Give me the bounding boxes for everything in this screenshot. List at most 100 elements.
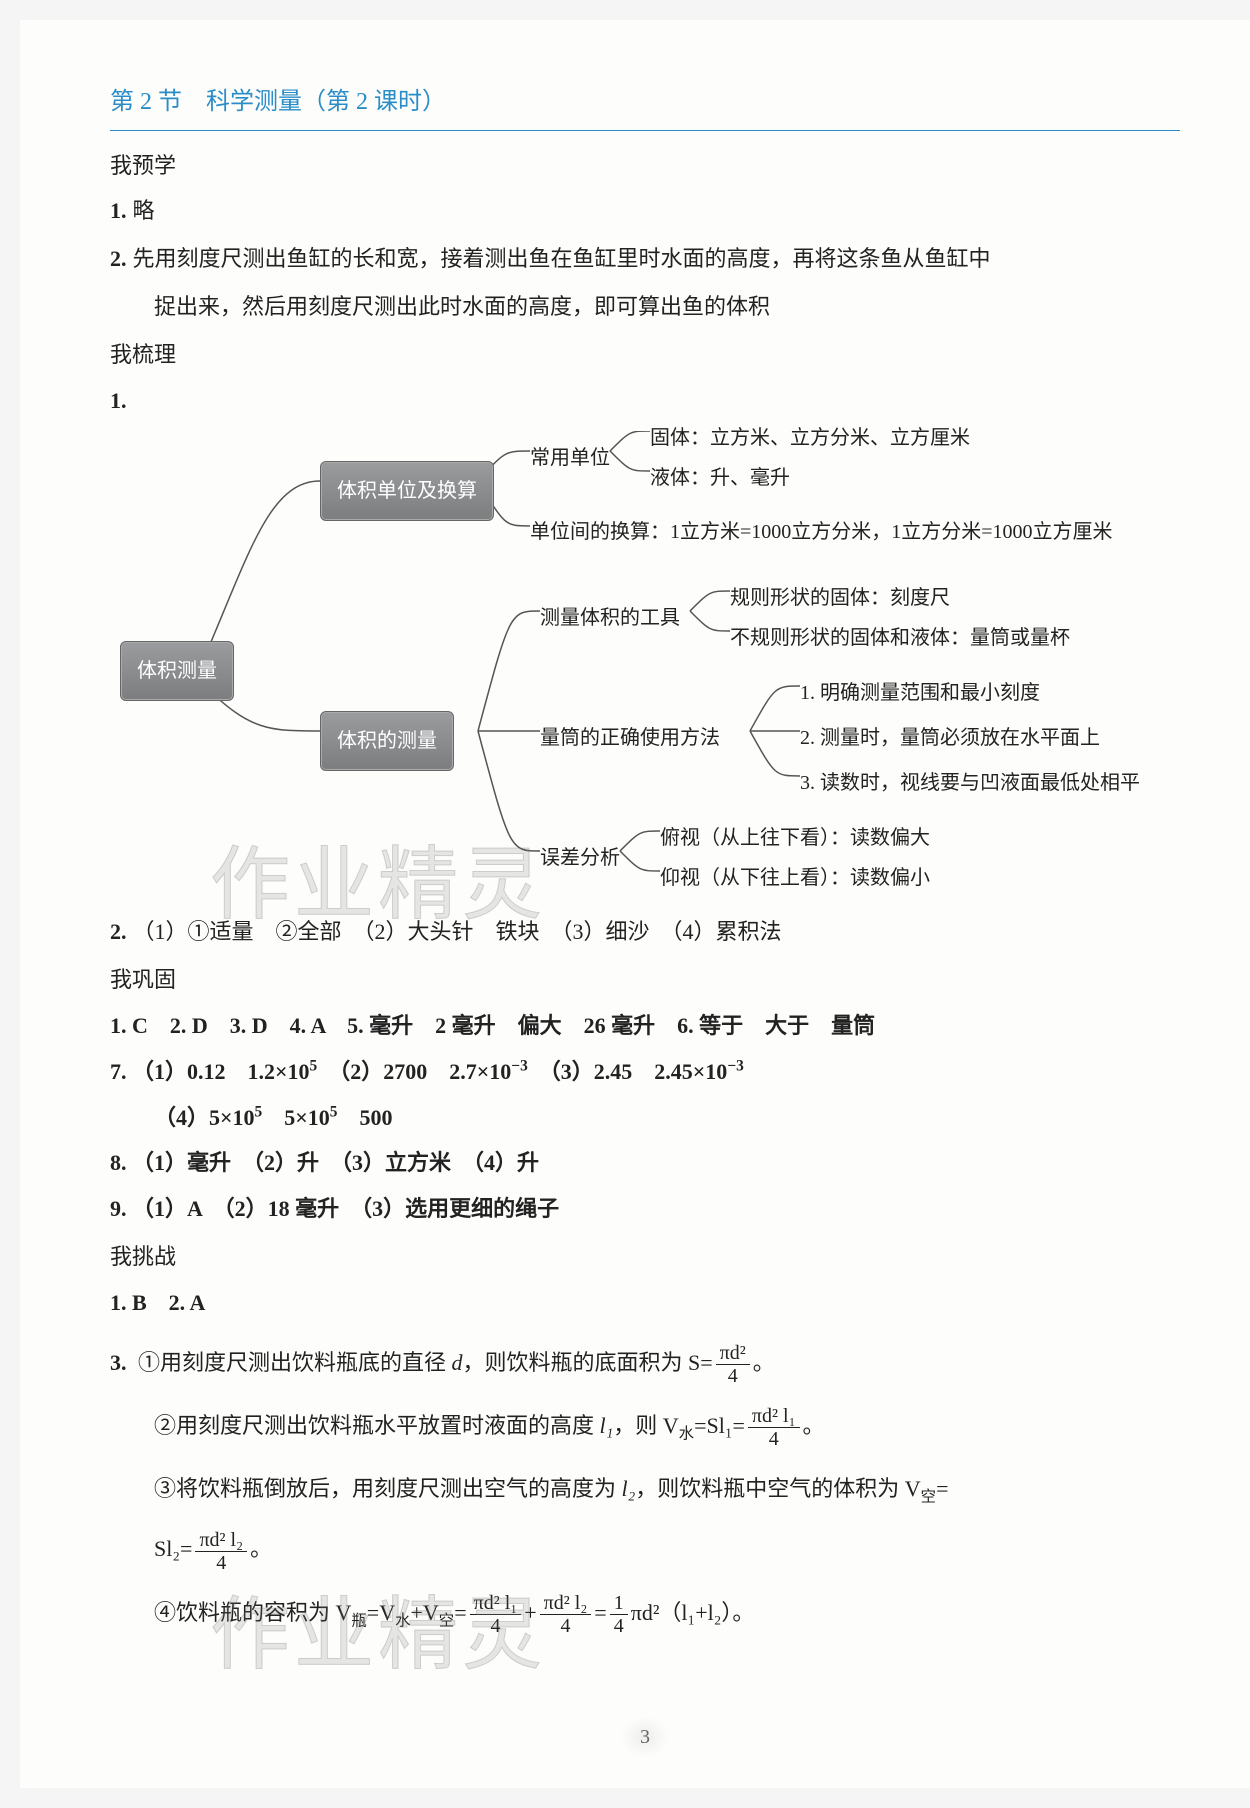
- s4-sub3: 空: [439, 1612, 454, 1629]
- concept-diagram: 体积测量 体积单位及换算 体积的测量 常用单位 固体：立方米、立方分米、立方厘米…: [110, 431, 1180, 901]
- s4-f1-bot: 4: [470, 1615, 522, 1637]
- s4-f3-bot: 4: [610, 1615, 628, 1637]
- q2-line1: 先用刻度尺测出鱼缸的长和宽，接着测出鱼在鱼缸里时水面的高度，再将这条鱼从鱼缸中: [133, 246, 991, 271]
- c7-4-c: 500: [338, 1105, 393, 1130]
- leaf-method: 量筒的正确使用方法: [540, 719, 720, 757]
- s3-mid: ，则饮料瓶中空气的体积为 V: [635, 1476, 920, 1501]
- s3b-pre: Sl₂=: [154, 1536, 192, 1561]
- challenge-heading: 我挑战: [110, 1236, 1180, 1278]
- s4-tail: πd²（l₁+l₂）。: [631, 1600, 755, 1625]
- consolidate-heading: 我巩固: [110, 959, 1180, 1001]
- prestudy-heading: 我预学: [110, 145, 1180, 187]
- q1-number: 1.: [110, 198, 127, 223]
- s4-eq2: =: [594, 1600, 606, 1625]
- leaf-method-3: 3. 读数时，视线要与凹液面最低处相平: [800, 764, 1140, 802]
- s2-frac-top: πd² l₁: [748, 1405, 800, 1428]
- consolidate-line4: 8. （1）毫升 （2）升 （3）立方米 （4）升: [110, 1142, 1180, 1184]
- q1-text: 略: [133, 198, 155, 223]
- s3b-frac-top: πd² l₂: [195, 1529, 247, 1552]
- organize-q1-num: 1.: [110, 388, 127, 413]
- s3b-frac-bot: 4: [195, 1552, 247, 1574]
- s2-mid: ，则 V: [613, 1413, 678, 1438]
- consolidate-line5: 9. （1）A （2）18 毫升 （3）选用更细的绳子: [110, 1188, 1180, 1230]
- organize-q2-num: 2.: [110, 919, 127, 944]
- organize-q2-text: （1）①适量 ②全部 （2）大头针 铁块 （3）细沙 （4）累积法: [133, 919, 782, 944]
- s3-eq: =: [936, 1476, 948, 1501]
- c7-part-b: （2）2700 2.7×10: [317, 1059, 511, 1084]
- s4-f3: 14: [610, 1592, 628, 1637]
- s4-mid1: =V: [367, 1600, 395, 1625]
- leaf-common-unit: 常用单位: [530, 439, 610, 477]
- c7-4-b: 5×10: [262, 1105, 330, 1130]
- diagram-root-node: 体积测量: [120, 641, 234, 701]
- challenge-q3-step1: 3. ①用刻度尺测出饮料瓶底的直径 d，则饮料瓶的底面积为 S=πd²4。: [110, 1342, 1180, 1387]
- s4-f2: πd² l₂4: [540, 1592, 592, 1637]
- s1-frac-top: πd²: [716, 1342, 750, 1365]
- leaf-error-bottom: 仰视（从下往上看）：读数偏小: [660, 859, 930, 897]
- s4-f1-top: πd² l₁: [470, 1592, 522, 1615]
- c7-4-sup-b: 5: [330, 1103, 338, 1120]
- challenge-q3-step3b: Sl₂=πd² l₂4。: [110, 1528, 1180, 1573]
- s2-sub: 水: [679, 1425, 694, 1442]
- leaf-tools: 测量体积的工具: [540, 599, 680, 637]
- s4-plus: +: [524, 1600, 536, 1625]
- leaf-solid-units: 固体：立方米、立方分米、立方厘米: [650, 419, 970, 457]
- c7-part-a: 7. （1）0.12 1.2×10: [110, 1059, 310, 1084]
- s2-l1: l₁: [600, 1413, 614, 1438]
- section-title: 第 2 节 科学测量（第 2 课时）: [110, 80, 1180, 131]
- leaf-tool-regular: 规则形状的固体：刻度尺: [730, 579, 950, 617]
- challenge-q3-step4: ④饮料瓶的容积为 V瓶=V水+V空=πd² l₁4+πd² l₂4=14πd²（…: [110, 1592, 1180, 1637]
- s4-f1: πd² l₁4: [470, 1592, 522, 1637]
- challenge-q3-step2: ②用刻度尺测出饮料瓶水平放置时液面的高度 l₁，则 V水=Sl₁=πd² l₁4…: [110, 1405, 1180, 1450]
- consolidate-line3: （4）5×105 5×105 500: [110, 1097, 1180, 1139]
- s4-f3-top: 1: [610, 1592, 628, 1615]
- s1-d: d: [452, 1350, 463, 1375]
- s1-frac: πd²4: [716, 1342, 750, 1387]
- s2-pre: ②用刻度尺测出饮料瓶水平放置时液面的高度: [154, 1413, 600, 1438]
- leaf-method-1: 1. 明确测量范围和最小刻度: [800, 674, 1040, 712]
- s4-mid3: =: [454, 1600, 466, 1625]
- consolidate-line1: 1. C 2. D 3. D 4. A 5. 毫升 2 毫升 偏大 26 毫升 …: [110, 1005, 1180, 1047]
- leaf-error: 误差分析: [540, 839, 620, 877]
- s2-eq: =Sl₁=: [694, 1413, 745, 1438]
- q2-number: 2.: [110, 246, 127, 271]
- prestudy-q1: 1.略: [110, 190, 1180, 232]
- consolidate-line2: 7. （1）0.12 1.2×105 （2）2700 2.7×10−3 （3）2…: [110, 1051, 1180, 1093]
- s3-pre: ③将饮料瓶倒放后，用刻度尺测出空气的高度为: [154, 1476, 622, 1501]
- prestudy-q2: 2.先用刻度尺测出鱼缸的长和宽，接着测出鱼在鱼缸里时水面的高度，再将这条鱼从鱼缸…: [110, 238, 1180, 280]
- s4-f2-bot: 4: [540, 1615, 592, 1637]
- s4-sub1: 瓶: [351, 1612, 366, 1629]
- diagram-node-units: 体积单位及换算: [320, 461, 494, 521]
- prestudy-q2-l2: 捉出来，然后用刻度尺测出此时水面的高度，即可算出鱼的体积: [110, 286, 1180, 328]
- c7-part-c: （3）2.45 2.45×10: [528, 1059, 728, 1084]
- organize-heading: 我梳理: [110, 334, 1180, 376]
- leaf-error-top: 俯视（从上往下看）：读数偏大: [660, 819, 930, 857]
- s4-pre: ④饮料瓶的容积为 V: [154, 1600, 351, 1625]
- leaf-tool-irregular: 不规则形状的固体和液体：量筒或量杯: [730, 619, 1070, 657]
- diagram-connectors: [110, 431, 1180, 901]
- s1-pre: ①用刻度尺测出饮料瓶底的直径: [138, 1350, 452, 1375]
- s3-l2: l₂: [622, 1476, 636, 1501]
- page-number: 3: [620, 1716, 670, 1758]
- leaf-method-2: 2. 测量时，量筒必须放在水平面上: [800, 719, 1100, 757]
- c7-4-a: （4）5×10: [154, 1105, 255, 1130]
- leaf-liquid-units: 液体：升、毫升: [650, 459, 790, 497]
- s4-sub2: 水: [395, 1612, 410, 1629]
- s3b-end: 。: [250, 1536, 272, 1561]
- s3b-frac: πd² l₂4: [195, 1529, 247, 1574]
- diagram-node-measure: 体积的测量: [320, 711, 454, 771]
- s2-frac-bot: 4: [748, 1428, 800, 1450]
- s3-sub: 空: [921, 1489, 936, 1506]
- s1-frac-bot: 4: [716, 1365, 750, 1387]
- s4-mid2: +V: [411, 1600, 439, 1625]
- consolidate-line1-text: 1. C 2. D 3. D 4. A 5. 毫升 2 毫升 偏大 26 毫升 …: [110, 1013, 875, 1038]
- s2-end: 。: [803, 1413, 825, 1438]
- q3-num: 3.: [110, 1350, 127, 1375]
- s1-end: 。: [753, 1350, 775, 1375]
- s1-mid: ，则饮料瓶的底面积为 S=: [463, 1350, 713, 1375]
- challenge-q3-step3: ③将饮料瓶倒放后，用刻度尺测出空气的高度为 l₂，则饮料瓶中空气的体积为 V空=: [110, 1468, 1180, 1510]
- document-page: 第 2 节 科学测量（第 2 课时） 我预学 1.略 2.先用刻度尺测出鱼缸的长…: [20, 20, 1250, 1788]
- s4-f2-top: πd² l₂: [540, 1592, 592, 1615]
- organize-q1: 1.: [110, 380, 1180, 422]
- c7-sup-c: −3: [727, 1057, 743, 1074]
